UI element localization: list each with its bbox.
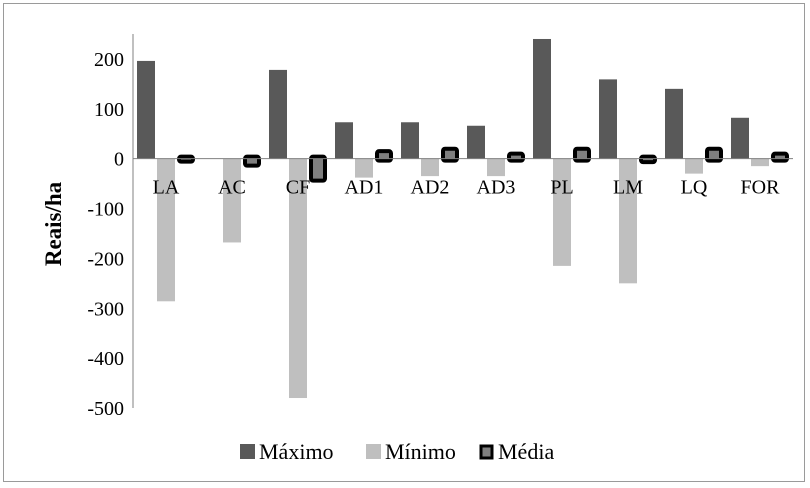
legend-label-Mínimo: Mínimo xyxy=(385,439,456,464)
bar-Média-LQ xyxy=(705,146,723,163)
x-tick-label-PL: PL xyxy=(550,177,573,199)
x-tick-label-AD1: AD1 xyxy=(345,177,384,199)
legend-swatch-Mínimo xyxy=(366,444,381,459)
bar-Mínimo-LA xyxy=(157,158,175,302)
bar-chart: Reais/ha 200 100 0 -100 -200 -300 -400 -500 LA AC… xyxy=(41,34,793,464)
bar-Média-PL xyxy=(573,146,591,163)
bar-Máximo-CF xyxy=(269,69,287,159)
x-tick-label-AD3: AD3 xyxy=(477,177,516,199)
bar-Mínimo-PL xyxy=(553,158,571,266)
bar-Máximo-LA xyxy=(137,60,155,159)
x-tick-label-AD2: AD2 xyxy=(411,177,450,199)
x-tick-label-LM: LM xyxy=(613,177,643,199)
x-tick-label-CF: CF xyxy=(286,177,310,199)
bar-Média-LM xyxy=(639,154,657,165)
labels-group: 200 100 0 -100 -200 -300 -400 -500 LA AC CF AD1 AD2 A… xyxy=(87,49,780,420)
legend-swatch-Máximo xyxy=(240,444,255,459)
y-tick-label: -400 xyxy=(87,348,124,370)
y-tick-label: -200 xyxy=(87,248,124,270)
bar-Máximo-FOR xyxy=(731,117,749,159)
bar-Mínimo-FOR xyxy=(751,158,769,167)
bar-Máximo-AD1 xyxy=(335,122,353,159)
x-tick-label-AC: AC xyxy=(218,177,246,199)
y-tick-label: -300 xyxy=(87,298,124,320)
bar-Média-CF xyxy=(309,154,327,183)
bar-Média-AD1 xyxy=(375,149,393,163)
y-axis-label: Reais/ha xyxy=(41,181,66,266)
chart-frame: Reais/ha 200 100 0 -100 -200 -300 -400 -500 LA AC… xyxy=(3,3,805,482)
y-tick-label: 0 xyxy=(114,149,124,171)
bars-group xyxy=(137,38,789,399)
bar-Média-AC xyxy=(243,154,261,168)
x-tick-label-LA: LA xyxy=(153,177,180,199)
bar-Média-AD3 xyxy=(507,151,525,163)
bar-Média-AD2 xyxy=(441,146,459,163)
y-tick-label: 100 xyxy=(94,99,124,121)
bar-Máximo-LM xyxy=(599,79,617,159)
bar-Mínimo-AD3 xyxy=(487,158,505,177)
y-tick-label: 200 xyxy=(94,49,124,71)
bar-Mínimo-LM xyxy=(619,158,637,284)
legend-label-Média: Média xyxy=(498,439,554,464)
bar-Máximo-LQ xyxy=(665,88,683,159)
y-tick-label: -500 xyxy=(87,398,124,420)
y-tick-label: -100 xyxy=(87,199,124,221)
bar-Mínimo-AD2 xyxy=(421,158,439,177)
x-tick-label-FOR: FOR xyxy=(741,177,781,199)
axes-group xyxy=(132,34,793,408)
x-tick-label-LQ: LQ xyxy=(681,177,708,199)
bar-Máximo-AD2 xyxy=(401,122,419,159)
bar-Mínimo-CF xyxy=(289,158,307,399)
bar-Máximo-AD3 xyxy=(467,125,485,159)
legend: Máximo Mínimo Média xyxy=(240,439,554,464)
bar-Média-FOR xyxy=(771,151,789,163)
legend-label-Máximo: Máximo xyxy=(259,439,334,464)
legend-swatch-Média xyxy=(479,444,494,460)
bar-Máximo-PL xyxy=(533,38,551,159)
bar-Mínimo-AC xyxy=(223,158,241,243)
bar-Mínimo-AD1 xyxy=(355,158,373,178)
bar-Mínimo-LQ xyxy=(685,158,703,174)
